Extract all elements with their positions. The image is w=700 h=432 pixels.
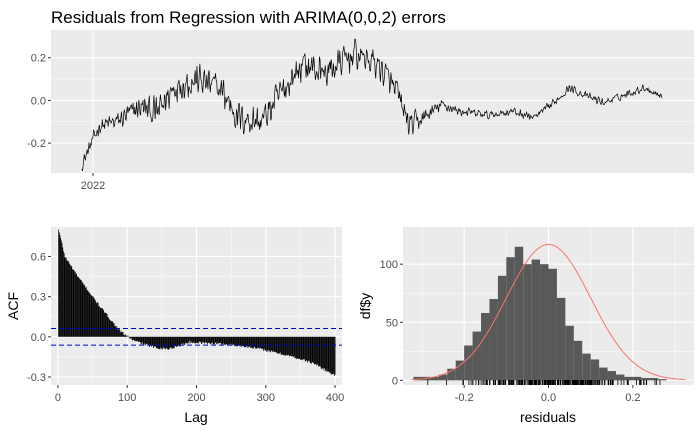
- histogram-y-tick-label: 50: [386, 317, 398, 329]
- histogram-bar: [481, 312, 490, 381]
- histogram-y-tick-label: 100: [380, 259, 398, 271]
- histogram-bar: [514, 246, 524, 381]
- acf-x-tick-label: 0: [55, 392, 61, 404]
- acf-x-axis-label: Lag: [184, 409, 207, 425]
- histogram-x-tick-label: 0.2: [625, 392, 640, 404]
- residuals-panel: -0.2 0.0 0.2 2022: [27, 30, 694, 192]
- histogram-bar: [632, 376, 642, 381]
- acf-panel: -0.3 0.0 0.3 0.6 0 100 200 300 400 Lag ACF: [5, 227, 344, 425]
- histogram-bar: [413, 376, 422, 381]
- histogram-bar: [430, 376, 439, 381]
- histogram-bar: [455, 360, 465, 381]
- histogram-bar: [556, 297, 566, 381]
- acf-x-tick-label: 400: [326, 392, 344, 404]
- histogram-bar: [658, 379, 667, 381]
- histogram-bar: [590, 359, 600, 381]
- acf-y-tick-label: 0.3: [31, 292, 46, 304]
- histogram-x-axis-label: residuals: [520, 409, 576, 425]
- acf-y-axis-label: ACF: [5, 292, 21, 320]
- histogram-bar: [624, 376, 633, 381]
- residuals-line: [81, 38, 663, 171]
- histogram-x-tick-label: -0.2: [455, 392, 474, 404]
- residuals-y-axis: -0.2 0.0 0.2: [27, 53, 51, 150]
- histogram-bar: [438, 374, 448, 381]
- histogram-x-tick-label: 0.0: [541, 392, 556, 404]
- histogram-x-axis: -0.2 0.0 0.2: [455, 385, 640, 404]
- residuals-x-axis: 2022: [81, 173, 105, 192]
- residuals-y-tick-label: -0.2: [27, 138, 46, 150]
- histogram-bar: [582, 353, 591, 381]
- residuals-y-tick-label: 0.0: [31, 95, 46, 107]
- acf-x-tick-label: 300: [257, 392, 275, 404]
- histogram-bar: [497, 275, 507, 381]
- histogram-bar: [472, 331, 482, 381]
- histogram-bar: [523, 264, 532, 381]
- residuals-y-tick-label: 0.2: [31, 53, 46, 65]
- histogram-y-axis: 0 50 100: [380, 259, 403, 387]
- histogram-bar: [641, 378, 650, 381]
- residuals-x-tick-label: 2022: [81, 180, 105, 192]
- acf-x-tick-label: 200: [187, 392, 205, 404]
- acf-gridlines: [51, 227, 342, 385]
- histogram-bar: [531, 259, 541, 381]
- acf-y-tick-label: -0.3: [27, 372, 46, 384]
- histogram-bar: [447, 368, 456, 381]
- acf-y-axis: -0.3 0.0 0.3 0.6: [27, 251, 51, 384]
- histogram-density-curve: [411, 243, 686, 381]
- histogram-rug: [427, 380, 661, 385]
- histogram-bar: [607, 371, 616, 381]
- residuals-gridlines: [51, 30, 694, 173]
- histogram-bar: [489, 299, 498, 381]
- acf-y-tick-label: 0.0: [31, 332, 46, 344]
- histogram-bar: [649, 378, 659, 381]
- histogram-y-axis-label: df$y: [357, 293, 373, 319]
- histogram-bar: [548, 268, 557, 381]
- acf-x-axis: 0 100 200 300 400: [55, 385, 344, 404]
- acf-bars: [58, 229, 336, 376]
- acf-x-tick-label: 100: [118, 392, 136, 404]
- histogram-bar: [599, 367, 608, 381]
- histogram-bar: [464, 345, 473, 381]
- chart-title: Residuals from Regression with ARIMA(0,0…: [51, 8, 446, 27]
- acf-y-tick-label: 0.6: [31, 251, 46, 263]
- histogram-bar: [615, 374, 625, 381]
- histogram-bar: [540, 264, 549, 381]
- histogram-bars: [413, 246, 667, 381]
- histogram-y-tick-label: 0: [392, 375, 398, 387]
- histogram-bar: [565, 325, 574, 381]
- histogram-bar: [573, 340, 583, 381]
- histogram-bar: [506, 257, 515, 381]
- histogram-panel: 0 50 100 -0.2 0.0 0.2 residuals df$y: [357, 227, 694, 425]
